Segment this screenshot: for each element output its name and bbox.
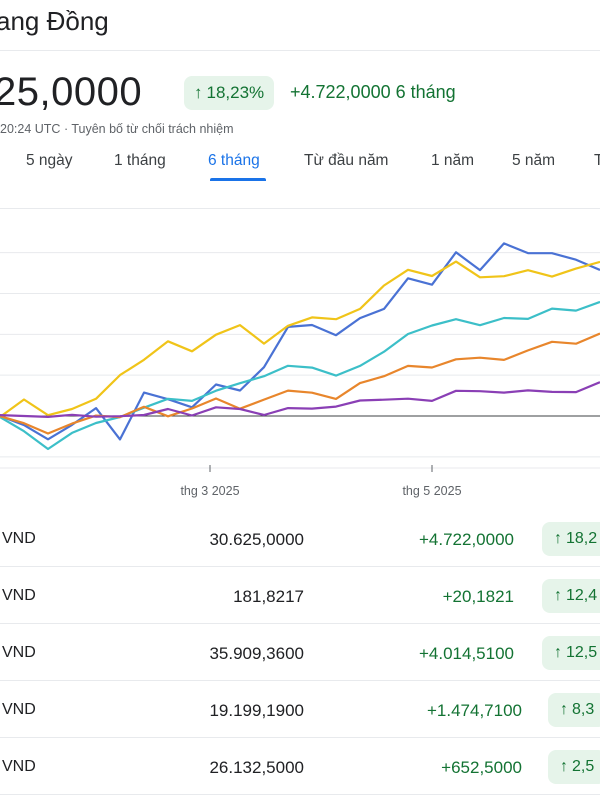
arrow-up-icon: ↑ — [560, 758, 568, 775]
row-change: +4.722,0000 — [418, 530, 514, 549]
header-divider — [0, 50, 600, 51]
row-percent-badge: ↑ 12,5 — [542, 636, 600, 670]
tab-1-year[interactable]: 1 năm — [431, 152, 475, 169]
separator-dot: · — [63, 122, 69, 136]
row-divider — [0, 623, 600, 624]
row-divider — [0, 794, 600, 795]
tab-5-years[interactable]: 5 năm — [512, 152, 556, 169]
arrow-up-icon: ↑ — [554, 587, 562, 604]
row-percent: 12,5 — [566, 644, 598, 661]
tab-6-months[interactable]: 6 tháng — [208, 152, 260, 169]
arrow-up-icon: ↑ — [560, 701, 568, 718]
current-price: 25,0000 — [0, 70, 143, 114]
disclaimer-link[interactable]: Tuyên bố từ chối trách nhiệm — [71, 122, 234, 136]
row-percent: 12,4 — [566, 587, 598, 604]
arrow-up-icon: ↑ — [554, 644, 562, 661]
row-currency: VND — [2, 530, 36, 547]
tab-1-month[interactable]: 1 tháng — [114, 152, 166, 169]
row-currency: VND — [2, 701, 36, 718]
time-range-tabs: 5 ngày 1 tháng 6 tháng Từ đầu năm 1 năm … — [0, 150, 600, 181]
tab-ytd[interactable]: Từ đầu năm — [304, 152, 389, 169]
table-row[interactable]: VND 181,8217 +20,1821 ↑ 12,4 — [0, 567, 600, 624]
comparison-line-chart[interactable]: thg 3 2025 thg 5 2025 — [0, 210, 600, 510]
row-percent-badge: ↑ 12,4 — [542, 579, 600, 613]
timestamp: 20:24 UTC — [0, 122, 61, 136]
x-tick-label: thg 5 2025 — [402, 484, 461, 498]
percent-change-value: 18,23% — [206, 83, 265, 102]
row-change: +4.014,5100 — [418, 644, 514, 663]
arrow-up-icon: ↑ — [194, 83, 203, 102]
row-currency: VND — [2, 644, 36, 661]
period-label: 6 tháng — [395, 82, 456, 102]
row-change: +20,1821 — [442, 587, 514, 606]
series-line-4 — [0, 381, 600, 418]
row-price: 19.199,1900 — [209, 701, 304, 720]
absolute-change-value: +4.722,0000 — [290, 82, 391, 102]
row-change: +1.474,7100 — [426, 701, 522, 720]
row-divider — [0, 680, 600, 681]
row-price: 26.132,5000 — [209, 758, 304, 777]
table-row[interactable]: VND 26.132,5000 +652,5000 ↑ 2,5 — [0, 738, 600, 795]
x-tick-label: thg 3 2025 — [180, 484, 239, 498]
absolute-change: +4.722,0000 6 tháng — [290, 82, 456, 103]
row-percent-badge: ↑ 2,5 — [548, 750, 600, 784]
tab-max[interactable]: T — [594, 152, 600, 169]
row-change: +652,5000 — [441, 758, 522, 777]
series-line-1 — [0, 260, 600, 418]
row-currency: VND — [2, 587, 36, 604]
row-percent: 18,2 — [566, 530, 598, 547]
row-divider — [0, 737, 600, 738]
row-percent-badge: ↑ 8,3 — [548, 693, 600, 727]
row-currency: VND — [2, 758, 36, 775]
arrow-up-icon: ↑ — [554, 530, 562, 547]
row-price: 35.909,3600 — [209, 644, 304, 663]
row-percent-badge: ↑ 18,2 — [542, 522, 600, 556]
series-line-3 — [0, 332, 600, 435]
row-price: 181,8217 — [233, 587, 304, 606]
percent-change-badge: ↑ 18,23% — [184, 76, 275, 110]
row-price: 30.625,0000 — [209, 530, 304, 549]
series-line-2 — [0, 300, 600, 451]
page-title: ang Đồng — [0, 6, 109, 36]
row-percent: 2,5 — [572, 758, 595, 775]
table-row[interactable]: VND 35.909,3600 +4.014,5100 ↑ 12,5 — [0, 624, 600, 681]
table-row[interactable]: VND 30.625,0000 +4.722,0000 ↑ 18,2 — [0, 510, 600, 567]
row-divider — [0, 566, 600, 567]
active-tab-indicator — [210, 178, 266, 181]
timestamp-line: 20:24 UTC · Tuyên bố từ chối trách nhiệm — [0, 122, 234, 136]
tabs-divider — [0, 208, 600, 209]
tab-5-days[interactable]: 5 ngày — [26, 152, 73, 169]
table-row[interactable]: VND 19.199,1900 +1.474,7100 ↑ 8,3 — [0, 681, 600, 738]
series-line-0 — [0, 242, 600, 441]
row-percent: 8,3 — [572, 701, 595, 718]
